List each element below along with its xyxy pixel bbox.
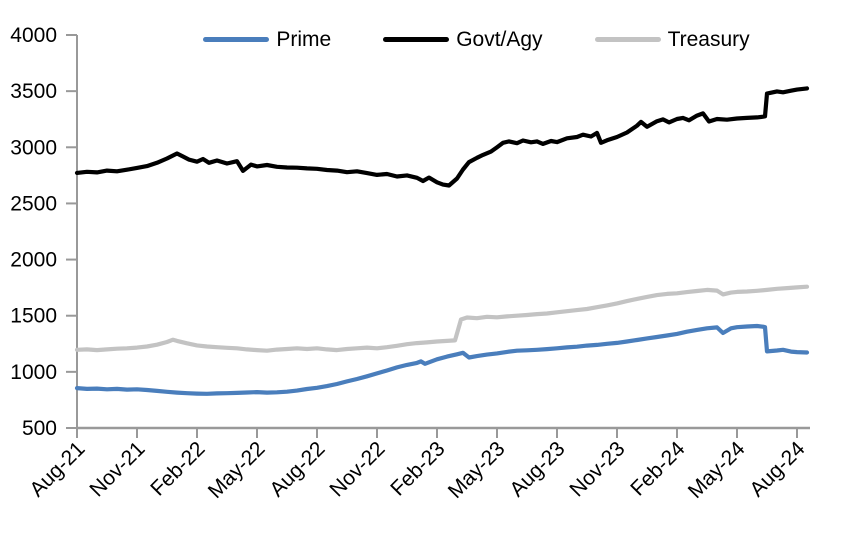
x-tick-label: Feb-23 [386,437,449,500]
x-tick-label: Feb-22 [146,437,209,500]
x-tick-label: Aug-22 [265,437,329,501]
chart-legend: Prime Govt/Agy Treasury [110,24,843,54]
series-line-prime [74,323,810,396]
x-tick-label: Nov-23 [565,437,629,501]
legend-label-govt-agy: Govt/Agy [456,27,543,51]
treasury-line-swatch-icon [594,36,661,42]
x-tick-label: May-23 [444,437,510,503]
y-tick-label: 500 [22,417,57,440]
y-tick-label: 4000 [10,24,57,47]
y-tick-label: 1000 [10,361,57,384]
series-line-treasury [74,284,810,353]
x-tick-label: Aug-24 [745,437,809,501]
y-tick-label: 3000 [10,136,57,159]
legend-item-treasury: Treasury [594,27,750,51]
x-tick-label: Nov-22 [325,437,389,501]
y-tick-label: 2500 [10,192,57,215]
legend-label-treasury: Treasury [667,27,750,51]
x-tick-label: Feb-24 [626,437,690,501]
legend-item-prime: Prime [203,29,331,50]
legend-label-prime: Prime [276,27,332,51]
x-tick-label: May-22 [204,437,270,503]
y-tick-label: 1500 [10,305,57,328]
y-tick-label: 2000 [10,249,57,272]
x-tick-label: May-24 [684,437,750,503]
series-line-govt-agy [74,86,810,188]
prime-line-swatch-icon [203,36,270,42]
x-tick-label: Nov-21 [85,437,149,501]
y-tick-label: 3500 [10,80,57,103]
x-tick-label: Aug-21 [25,437,89,501]
govt-agy-line-swatch-icon [383,36,450,42]
legend-item-govt-agy: Govt/Agy [383,27,543,51]
x-tick-label: Aug-23 [505,437,569,501]
